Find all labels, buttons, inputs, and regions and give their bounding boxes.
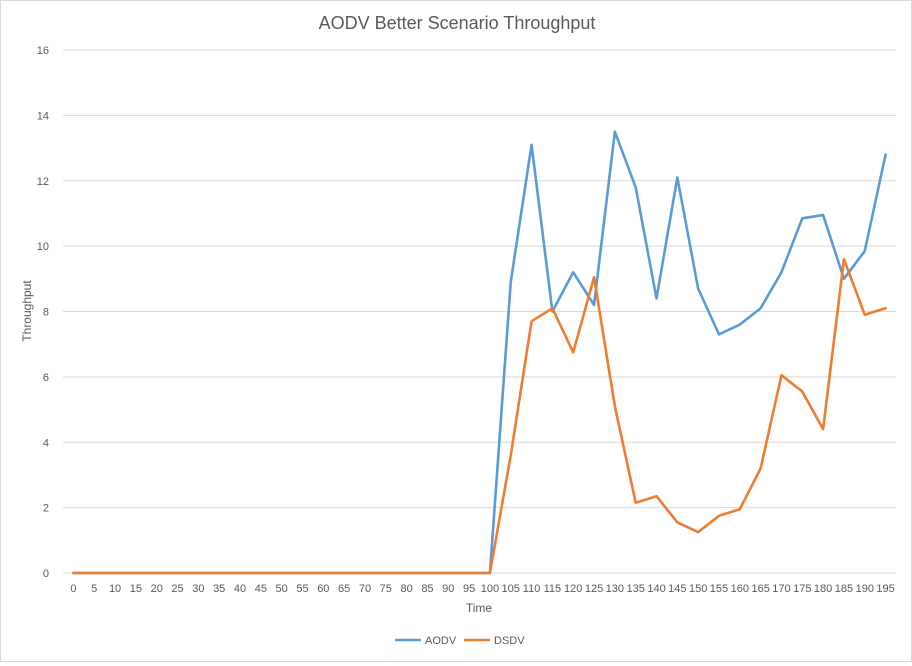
x-tick-label: 55: [296, 583, 308, 595]
x-tick-label: 35: [213, 583, 225, 595]
x-tick-label: 165: [751, 583, 769, 595]
y-tick-label: 2: [43, 503, 49, 515]
x-tick-label: 20: [151, 583, 163, 595]
x-tick-label: 50: [276, 583, 288, 595]
x-tick-label: 190: [856, 583, 874, 595]
x-tick-label: 115: [544, 583, 562, 595]
legend-label-aodv: AODV: [425, 635, 457, 647]
y-tick-label: 12: [37, 176, 49, 188]
x-tick-label: 130: [606, 583, 624, 595]
x-tick-label: 100: [481, 583, 499, 595]
x-tick-label: 175: [793, 583, 811, 595]
x-tick-label: 125: [585, 583, 603, 595]
x-tick-label: 170: [772, 583, 790, 595]
x-tick-label: 105: [502, 583, 520, 595]
legend: AODV DSDV: [395, 635, 525, 647]
x-tick-label: 135: [627, 583, 645, 595]
y-tick-label: 8: [43, 307, 49, 319]
series-lines: [72, 130, 887, 575]
y-tick-label: 16: [37, 45, 49, 57]
x-tick-label: 70: [359, 583, 371, 595]
x-tick-label: 150: [689, 583, 707, 595]
x-tick-label: 0: [70, 583, 76, 595]
x-tick-label: 155: [710, 583, 728, 595]
series-line-aodv: [72, 130, 887, 575]
y-axis-ticks: 0 2 4 6 8 10 12 14 16: [37, 45, 49, 580]
y-tick-label: 4: [43, 437, 49, 449]
x-tick-label: 185: [835, 583, 853, 595]
x-tick-label: 95: [463, 583, 475, 595]
y-axis-label: Throughput: [20, 280, 34, 342]
x-tick-label: 10: [109, 583, 121, 595]
x-tick-label: 160: [731, 583, 749, 595]
x-tick-label: 180: [814, 583, 832, 595]
x-tick-label: 60: [317, 583, 329, 595]
chart-title: AODV Better Scenario Throughput: [319, 13, 596, 33]
x-axis-ticks: 0 5 10 15 20 25 30 35 40 45 50 55 60 65 70 75 80 85 90 95 10…: [70, 583, 894, 595]
x-tick-label: 65: [338, 583, 350, 595]
y-tick-label: 6: [43, 372, 49, 384]
y-tick-label: 0: [43, 568, 49, 580]
x-tick-label: 140: [647, 583, 665, 595]
x-tick-label: 45: [255, 583, 267, 595]
gridlines: [63, 49, 896, 574]
y-tick-label: 10: [37, 241, 49, 253]
x-tick-label: 85: [421, 583, 433, 595]
x-tick-label: 110: [523, 583, 541, 595]
x-tick-label: 80: [400, 583, 412, 595]
x-tick-label: 145: [668, 583, 686, 595]
x-tick-label: 120: [564, 583, 582, 595]
y-tick-label: 14: [37, 110, 49, 122]
x-tick-label: 15: [130, 583, 142, 595]
x-tick-label: 5: [91, 583, 97, 595]
series-line-dsdv: [72, 257, 887, 575]
x-tick-label: 75: [380, 583, 392, 595]
x-tick-label: 30: [192, 583, 204, 595]
x-tick-label: 90: [442, 583, 454, 595]
x-tick-label: 25: [171, 583, 183, 595]
x-tick-label: 195: [876, 583, 894, 595]
x-axis-label: Time: [466, 601, 493, 615]
x-tick-label: 40: [234, 583, 246, 595]
legend-label-dsdv: DSDV: [494, 635, 525, 647]
